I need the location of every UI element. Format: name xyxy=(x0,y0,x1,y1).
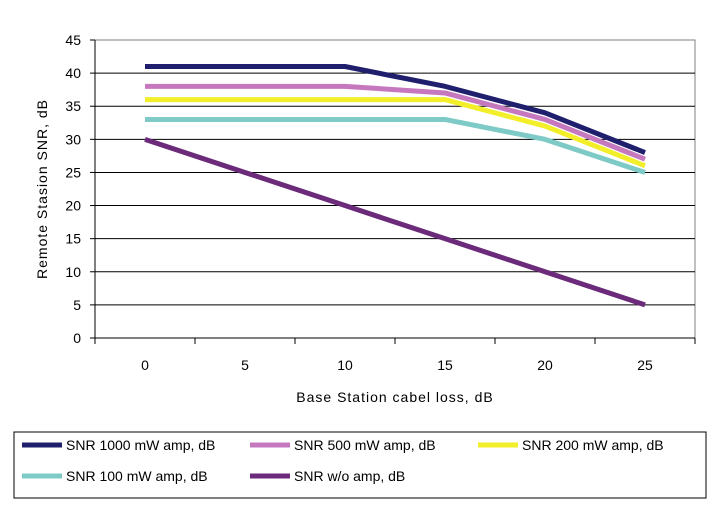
axes: 0 5 10 15 20 25 30 35 40 45 0 5 10 15 20 25 xyxy=(65,32,696,373)
series-line-1 xyxy=(145,63,646,155)
y-tick-label: 30 xyxy=(65,131,81,147)
y-tick-label: 25 xyxy=(65,164,81,180)
x-tick-label: 25 xyxy=(637,357,653,373)
legend-label: SNR 1000 mW amp, dB xyxy=(66,437,215,453)
legend-label: SNR 100 mW amp, dB xyxy=(66,468,208,484)
x-tick-label: 10 xyxy=(337,357,353,373)
series-line-5 xyxy=(144,136,646,308)
x-tick-label: 0 xyxy=(141,357,149,373)
legend-label: SNR 200 mW amp, dB xyxy=(522,437,664,453)
x-tick-label: 15 xyxy=(437,357,453,373)
series-line-3 xyxy=(145,97,646,169)
y-tick-label: 45 xyxy=(65,32,81,48)
series-line-4 xyxy=(145,116,646,175)
legend-box xyxy=(13,431,707,499)
series-lines xyxy=(144,63,646,308)
y-tick-label: 15 xyxy=(65,231,81,247)
x-tick-label: 20 xyxy=(537,357,553,373)
legend-label: SNR w/o amp, dB xyxy=(294,468,405,484)
x-axis-title: Base Station cabel loss, dB xyxy=(296,389,493,405)
y-tick-label: 40 xyxy=(65,65,81,81)
y-tick-label: 5 xyxy=(73,297,81,313)
series-line-2 xyxy=(145,83,646,162)
x-tick-label: 5 xyxy=(241,357,249,373)
y-axis-title: Remote Stasion SNR, dB xyxy=(34,99,50,279)
y-tick-label: 35 xyxy=(65,98,81,114)
y-tick-label: 20 xyxy=(65,198,81,214)
legend-label: SNR 500 mW amp, dB xyxy=(294,437,436,453)
y-tick-label: 10 xyxy=(65,264,81,280)
legend: SNR 1000 mW amp, dB SNR 500 mW amp, dB SNR… xyxy=(22,437,664,484)
y-tick-label: 0 xyxy=(73,330,81,346)
